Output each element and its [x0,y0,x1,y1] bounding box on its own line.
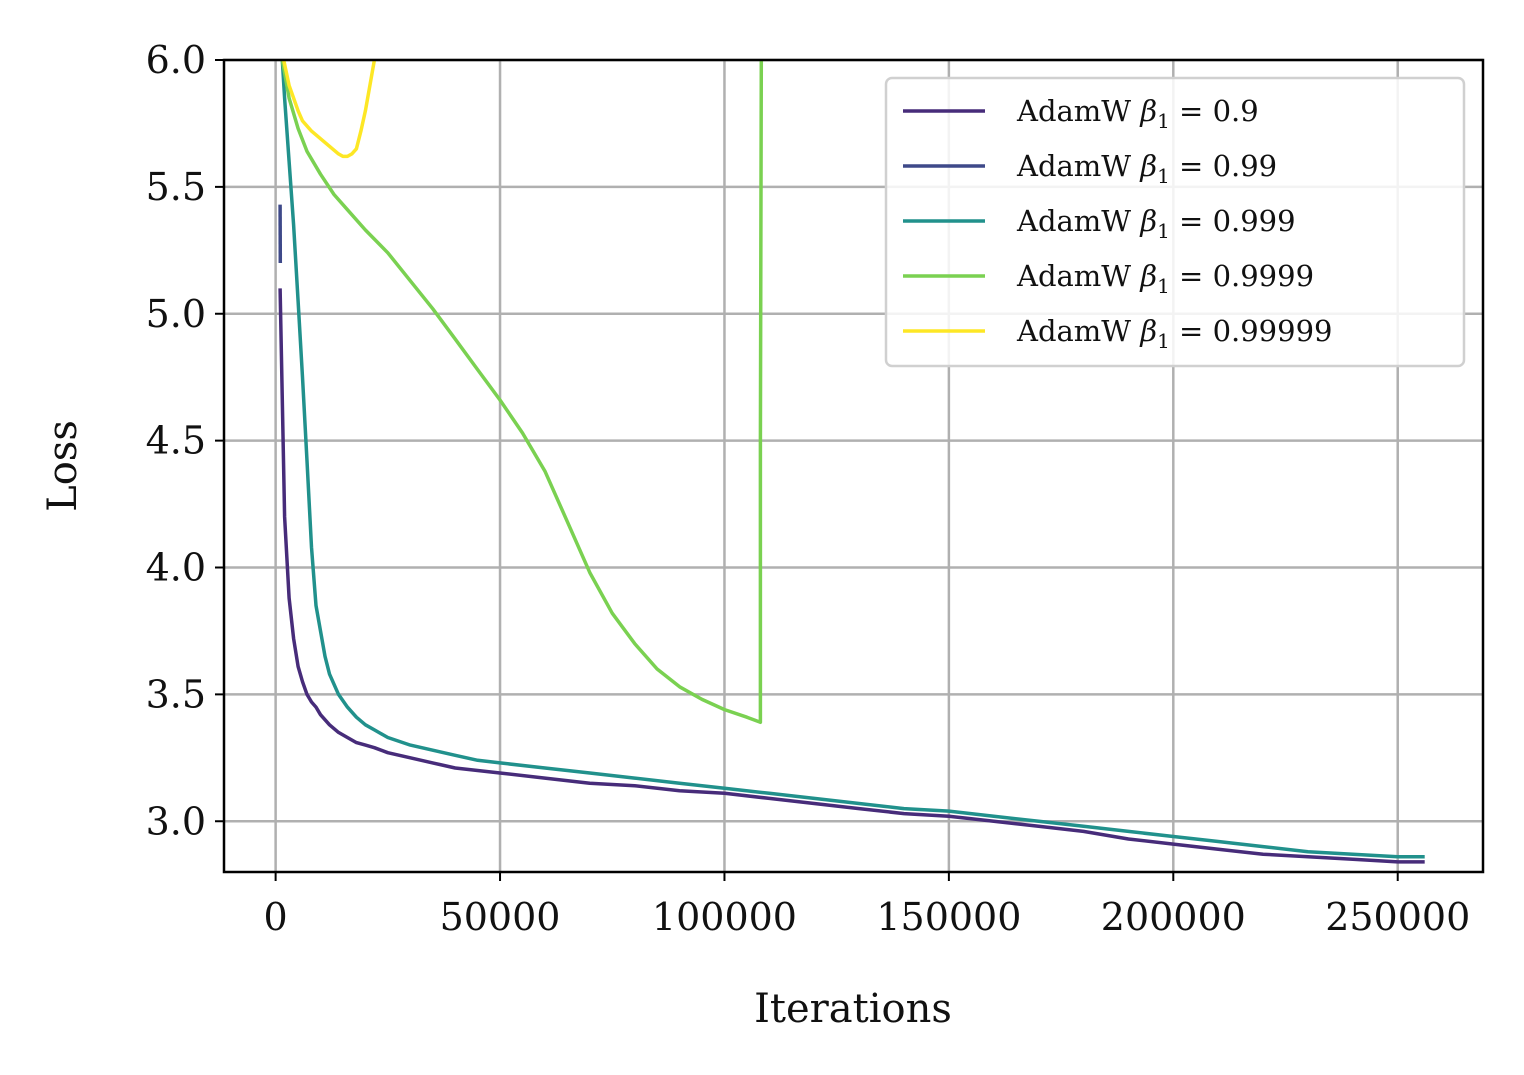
legend-entry: AdamW β1 = 0.9999 [1016,259,1314,298]
y-tick-label: 5.0 [146,292,206,336]
legend: AdamW β1 = 0.9 AdamW β1 = 0.99 AdamW β1 = … [884,76,1466,368]
x-tick-label: 200000 [1101,895,1246,939]
y-tick-label: 5.5 [146,165,206,209]
x-axis-ticks: 0 50000 100000 150000 200000 250000 [264,872,1470,939]
y-tick-label: 4.0 [146,546,206,590]
y-tick-label: 6.0 [146,38,206,82]
x-tick-label: 250000 [1325,895,1470,939]
series-line-0 [278,288,1425,864]
x-tick-label: 50000 [440,895,561,939]
y-tick-label: 4.5 [146,419,206,463]
x-tick-label: 100000 [652,895,797,939]
series-layer [278,60,1425,864]
y-axis-label: Loss [40,420,86,512]
legend-entry: AdamW β1 = 0.99 [1016,149,1277,188]
legend-box [884,76,1466,368]
series-line-4 [281,60,377,159]
series-line-3 [280,60,764,725]
legend-entry: AdamW β1 = 0.99999 [1016,314,1333,353]
legend-entry: AdamW β1 = 0.9 [1016,94,1259,133]
y-tick-label: 3.0 [146,799,206,843]
y-axis-ticks: 3.0 3.5 4.0 4.5 5.0 5.5 6.0 [146,38,224,843]
plot-frame [222,58,1485,874]
x-tick-label: 150000 [876,895,1021,939]
x-tick-label: 0 [264,895,288,939]
legend-entry: AdamW β1 = 0.999 [1016,204,1296,243]
series-line-2 [280,60,1425,859]
y-tick-label: 3.5 [146,672,206,716]
x-axis-label: Iterations [754,986,952,1032]
